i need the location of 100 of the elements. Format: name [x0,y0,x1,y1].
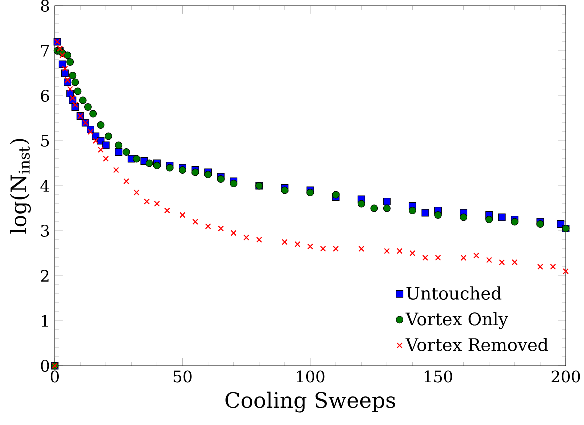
point [244,234,250,241]
point [153,162,161,170]
point [179,166,186,174]
point [103,156,110,162]
point [435,255,442,261]
point [104,132,112,140]
y-axis-title: log(N$_{inst}$) [10,139,32,234]
point [384,248,390,254]
point [92,138,99,144]
point [84,104,92,111]
point [70,95,76,102]
point [308,244,314,250]
y-tick-label: 8 [41,0,50,12]
y-tick-label: 3 [41,224,50,238]
point [333,246,340,252]
point [486,216,494,224]
y-tick-label: 4 [40,180,50,192]
point [64,52,72,60]
legend-label: Untouched [406,286,502,300]
point [146,160,154,168]
point [205,224,212,230]
point [124,178,130,184]
point [370,204,378,212]
point [97,122,105,129]
point [166,164,174,172]
point [60,52,66,58]
point [230,230,237,236]
point [486,257,492,264]
point [563,268,569,274]
x-axis-title: Cooling Sweeps [226,392,396,413]
point [62,66,68,72]
point [230,180,238,188]
y-tick-label: 6 [41,90,50,102]
point [408,207,416,214]
point [218,226,224,232]
point [102,142,110,150]
point [66,58,74,66]
point [358,200,366,208]
point [282,239,288,246]
point [57,46,64,52]
point [144,198,150,205]
point [69,72,77,80]
point [180,212,186,218]
point [88,129,94,135]
point [115,148,123,156]
x-tick-label: 200 [552,370,580,383]
point [164,208,170,214]
point [499,260,506,266]
y-tick-label: 7 [42,45,50,57]
point [217,176,225,183]
point [460,255,467,261]
x-tick-label: 100 [297,370,325,383]
point [134,190,140,196]
point [192,219,199,225]
legend-label: Vortex Only [406,312,508,330]
point [474,252,480,259]
point [422,255,428,261]
point [512,260,518,266]
point [383,198,391,206]
point [115,142,123,150]
point [511,218,519,226]
point [122,148,130,156]
point [537,264,544,270]
point [422,209,430,217]
point [306,189,314,196]
point [434,212,442,219]
x-tick-label: 150 [424,370,452,383]
x-tick-label: 0 [50,370,60,383]
point [536,220,544,228]
y-tick-label: 0 [41,360,50,372]
point [320,246,326,252]
point [79,96,87,104]
point [256,237,262,243]
point [281,186,289,194]
point [396,248,403,254]
point [332,191,340,199]
point [383,204,391,212]
y-tick-label: 1 [42,315,48,327]
point [98,147,104,153]
point [154,201,160,207]
point [358,246,365,252]
point [113,167,120,174]
y-tick-label: 5 [42,135,50,147]
point [550,264,556,270]
point [58,60,66,68]
legend-label: Vortex Removed [406,338,548,352]
point [90,110,98,118]
point [133,155,140,163]
point [72,102,78,108]
point [294,242,301,248]
x-tick-label: 50 [174,370,192,383]
y-tick-label: 2 [41,270,49,282]
point [410,250,416,256]
point [64,77,71,84]
point [460,214,468,222]
point [204,171,212,178]
point [192,168,200,176]
point [72,78,80,86]
point [74,88,82,96]
point [498,214,506,222]
